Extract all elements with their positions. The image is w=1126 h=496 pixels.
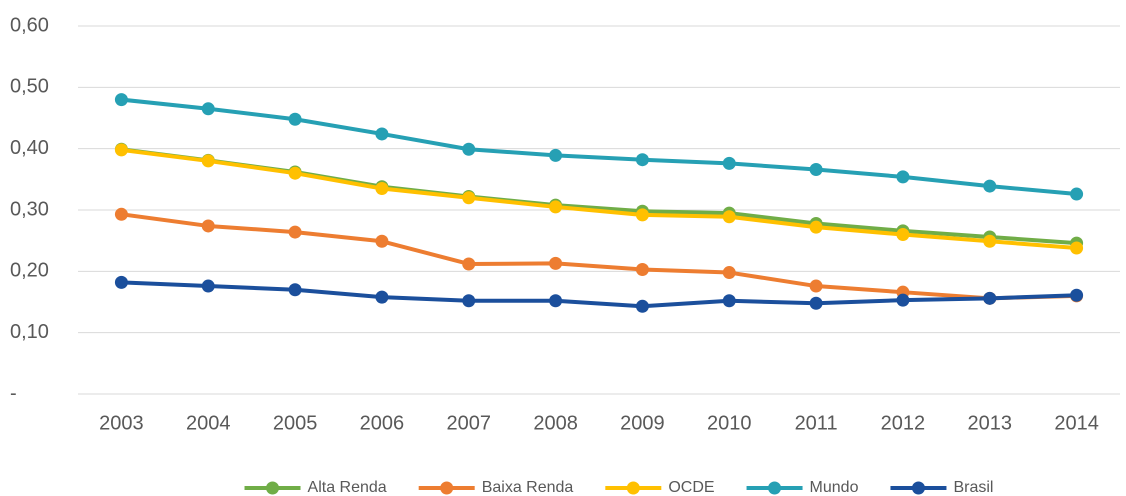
- series-marker: [201, 279, 215, 293]
- legend-label: Baixa Renda: [482, 479, 574, 496]
- series-marker: [809, 279, 823, 293]
- x-tick-label: 2003: [99, 412, 144, 434]
- series-marker: [114, 143, 128, 157]
- legend-label: Mundo: [810, 479, 859, 496]
- y-tick-label: 0,10: [10, 321, 49, 343]
- x-tick-label: 2011: [795, 412, 838, 434]
- series-marker: [635, 153, 649, 167]
- series-marker: [375, 290, 389, 304]
- x-tick-label: 2013: [968, 412, 1013, 434]
- series-marker: [809, 296, 823, 310]
- series-marker: [1070, 241, 1084, 255]
- series-marker: [201, 154, 215, 168]
- y-tick-label: 0,60: [10, 14, 49, 36]
- series-marker: [635, 208, 649, 222]
- series-marker: [462, 294, 476, 308]
- series-marker: [1070, 288, 1084, 302]
- y-tick-label: 0,20: [10, 260, 49, 282]
- legend-marker: [440, 481, 454, 495]
- y-tick-label: 0,30: [10, 198, 49, 220]
- legend-marker: [768, 481, 782, 495]
- series-marker: [462, 142, 476, 156]
- series-marker: [722, 156, 736, 170]
- series-marker: [288, 283, 302, 297]
- series-marker: [201, 219, 215, 233]
- series-marker: [809, 220, 823, 234]
- series-marker: [1070, 187, 1084, 201]
- series-marker: [462, 191, 476, 205]
- legend-label: Brasil: [953, 479, 993, 496]
- series-line: [121, 147, 1077, 251]
- series-marker: [983, 291, 997, 305]
- legend-marker: [266, 481, 280, 495]
- series-marker: [983, 179, 997, 193]
- series-marker: [635, 299, 649, 313]
- y-tick-label: -: [10, 382, 17, 404]
- series-marker: [722, 210, 736, 224]
- x-tick-label: 2008: [533, 412, 578, 434]
- series-marker: [114, 93, 128, 107]
- x-tick-label: 2012: [881, 412, 926, 434]
- series-marker: [549, 294, 563, 308]
- y-tick-label: 0,50: [10, 76, 49, 98]
- legend-label: OCDE: [668, 479, 714, 496]
- y-tick-label: 0,40: [10, 137, 49, 159]
- x-tick-label: 2004: [186, 412, 231, 434]
- series-marker: [549, 256, 563, 270]
- series-line: [121, 97, 1077, 197]
- x-tick-label: 2010: [707, 412, 752, 434]
- series-marker: [549, 148, 563, 162]
- series-marker: [288, 225, 302, 239]
- series-marker: [375, 182, 389, 196]
- x-tick-label: 2009: [620, 412, 665, 434]
- series-marker: [635, 262, 649, 276]
- series-marker: [896, 170, 910, 184]
- x-tick-label: 2006: [360, 412, 405, 434]
- series-marker: [114, 207, 128, 221]
- x-tick-label: 2014: [1054, 412, 1099, 434]
- series-marker: [722, 266, 736, 280]
- x-tick-label: 2005: [273, 412, 318, 434]
- series-marker: [201, 102, 215, 116]
- series-marker: [983, 234, 997, 248]
- series-marker: [722, 294, 736, 308]
- series-marker: [896, 228, 910, 242]
- series-marker: [896, 293, 910, 307]
- series-line: [121, 280, 1077, 309]
- x-tick-label: 2007: [447, 412, 492, 434]
- series-marker: [462, 257, 476, 271]
- legend-marker: [911, 481, 925, 495]
- legend-label: Alta Renda: [308, 479, 387, 496]
- series-marker: [288, 166, 302, 180]
- series-marker: [114, 275, 128, 289]
- series-marker: [288, 112, 302, 126]
- series-marker: [375, 234, 389, 248]
- legend-marker: [626, 481, 640, 495]
- series-line: [121, 212, 1077, 301]
- series-marker: [549, 200, 563, 214]
- series-marker: [809, 163, 823, 177]
- legend: Alta Renda Baixa Renda OCDE Mundo Brasil: [244, 479, 993, 496]
- series-marker: [375, 127, 389, 141]
